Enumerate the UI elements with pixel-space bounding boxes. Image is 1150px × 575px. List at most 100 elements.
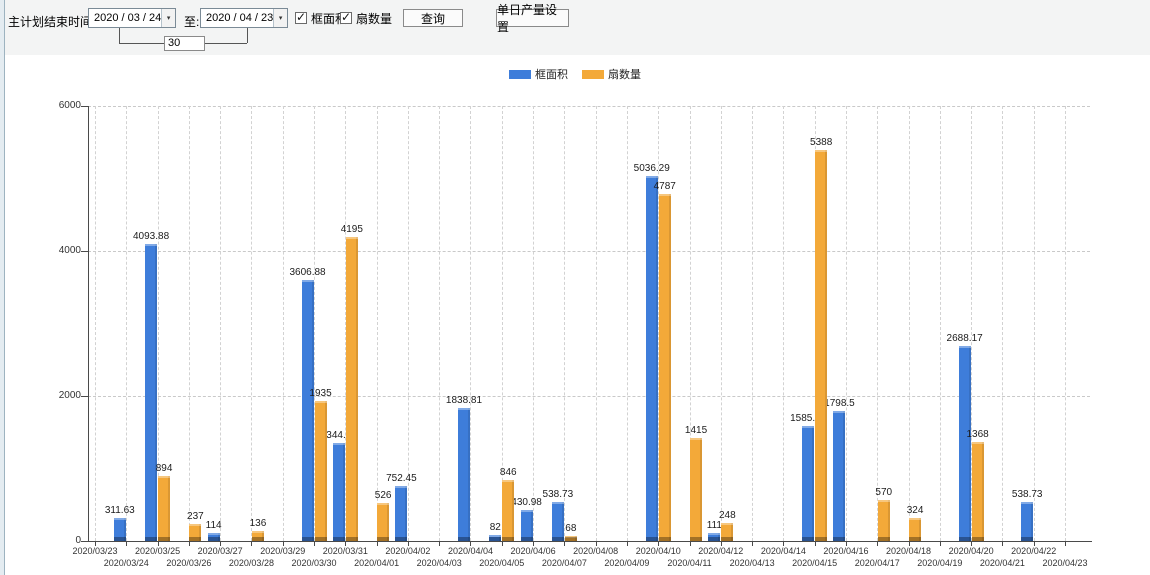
chart-bar[interactable] — [189, 523, 202, 541]
chart-bar[interactable] — [207, 532, 220, 541]
chart-bar[interactable] — [658, 193, 671, 541]
bar-value-label: 538.73 — [1011, 488, 1043, 500]
chevron-down-icon[interactable]: ▾ — [273, 9, 287, 27]
bar-value-label: 4093.88 — [133, 231, 170, 243]
x-tick — [908, 541, 910, 546]
legend-item-frame-area[interactable]: 框面积 — [509, 66, 568, 82]
chart-bar[interactable] — [877, 499, 890, 541]
checkbox-checked-icon[interactable]: ✓ — [340, 10, 352, 24]
bar-value-label: 752.45 — [386, 473, 417, 485]
x-axis-label: 2020/04/11 — [667, 558, 712, 568]
chart-bar[interactable] — [301, 279, 314, 541]
start-date-value: 2020 / 03 / 24 — [94, 12, 162, 24]
chevron-down-icon[interactable]: ▾ — [161, 9, 175, 27]
x-tick — [439, 541, 441, 546]
frame-area-checkbox[interactable]: ✓ 框面积 — [295, 10, 348, 26]
chart-bar[interactable] — [690, 438, 703, 541]
chart-bar[interactable] — [113, 518, 126, 541]
chart-bar[interactable] — [708, 532, 721, 541]
chart-bar[interactable] — [958, 346, 971, 541]
chart-bar[interactable] — [314, 400, 327, 541]
y-gridline — [88, 251, 1090, 252]
legend-swatch-blue — [509, 69, 531, 79]
x-axis-label: 2020/04/15 — [792, 558, 838, 568]
x-gridline — [470, 106, 472, 541]
chart-legend: 框面积 扇数量 — [0, 66, 1150, 82]
x-axis-label: 2020/04/04 — [447, 546, 493, 556]
chart-bar[interactable] — [971, 441, 984, 541]
end-date-picker[interactable]: 2020 / 04 / 23 ▾ — [200, 8, 288, 28]
legend-label: 框面积 — [535, 69, 568, 81]
start-date-picker[interactable]: 2020 / 03 / 24 ▾ — [88, 8, 176, 28]
chart-bar[interactable] — [457, 407, 470, 541]
x-gridline — [251, 106, 253, 541]
chart-bar[interactable] — [721, 523, 734, 541]
x-axis-label: 2020/04/16 — [823, 546, 869, 556]
chart-bar[interactable] — [909, 517, 922, 541]
x-gridline — [188, 106, 190, 541]
bar-value-label: 1798.5 — [824, 397, 855, 409]
chart-bar[interactable] — [564, 536, 577, 541]
interval-days-input[interactable]: 30 — [164, 36, 205, 51]
x-axis-label: 2020/03/29 — [260, 546, 306, 556]
chart-bar[interactable] — [815, 150, 828, 541]
bar-value-label: 4787 — [653, 180, 676, 192]
x-axis-label: 2020/03/26 — [166, 558, 212, 568]
x-gridline — [533, 106, 535, 541]
x-axis-label: 2020/04/14 — [760, 546, 806, 556]
x-axis-label: 2020/03/27 — [197, 546, 243, 556]
x-gridline — [95, 106, 96, 541]
chart-bar[interactable] — [251, 531, 264, 541]
bar-value-label: 1415 — [684, 425, 708, 437]
x-tick — [1065, 541, 1066, 546]
checkbox-checked-icon[interactable]: ✓ — [295, 10, 307, 24]
chart-bar[interactable] — [489, 535, 502, 541]
x-axis-label: 2020/04/08 — [573, 546, 619, 556]
x-axis-label: 2020/04/23 — [1042, 558, 1088, 568]
legend-swatch-orange — [582, 69, 604, 79]
chart-bar[interactable] — [520, 509, 533, 541]
x-tick — [877, 541, 879, 546]
x-tick — [1033, 541, 1035, 546]
bar-value-label: 570 — [875, 486, 893, 498]
x-gridline — [407, 106, 409, 541]
chart-bar[interactable] — [158, 476, 171, 541]
query-button[interactable]: 查询 — [403, 9, 463, 27]
chart-bar[interactable] — [332, 443, 345, 541]
chart-bar[interactable] — [802, 426, 815, 541]
chart-bar[interactable] — [345, 236, 358, 541]
x-axis-label: 2020/03/24 — [103, 558, 149, 568]
bar-value-label: 237 — [187, 510, 204, 522]
chart-bar[interactable] — [1021, 501, 1034, 541]
legend-label: 扇数量 — [608, 69, 641, 81]
chart-bar[interactable] — [145, 244, 158, 541]
chart-bar[interactable] — [551, 501, 564, 541]
x-tick — [626, 541, 628, 546]
bar-value-label: 846 — [499, 466, 517, 478]
x-tick — [752, 541, 754, 546]
x-tick — [470, 541, 472, 546]
chart-bar[interactable] — [395, 486, 408, 541]
connector-line — [119, 43, 164, 44]
x-tick — [251, 541, 253, 546]
x-axis-label: 2020/04/19 — [917, 558, 963, 568]
bar-value-label: 5388 — [810, 137, 833, 149]
y-tick — [81, 251, 88, 252]
chart-bar[interactable] — [502, 479, 515, 541]
x-gridline — [220, 106, 222, 541]
x-gridline — [1002, 106, 1004, 541]
chart-bar[interactable] — [833, 410, 846, 541]
chart-bar[interactable] — [377, 502, 390, 541]
x-gridline — [908, 106, 910, 541]
fan-count-checkbox[interactable]: ✓ 扇数量 — [340, 10, 392, 26]
x-tick — [720, 541, 722, 546]
toolbar: 主计划结束时间: 2020 / 03 / 24 ▾ 至: 2020 / 04 /… — [0, 0, 1150, 55]
x-axis-label: 2020/04/12 — [698, 546, 744, 556]
legend-item-fan-count[interactable]: 扇数量 — [582, 66, 641, 82]
connector-line — [205, 43, 247, 44]
bar-value-label: 2688.17 — [946, 333, 983, 345]
frame-area-checkbox-label: 框面积 — [311, 11, 348, 26]
connector-line — [247, 28, 248, 43]
chart-bar[interactable] — [645, 175, 658, 541]
